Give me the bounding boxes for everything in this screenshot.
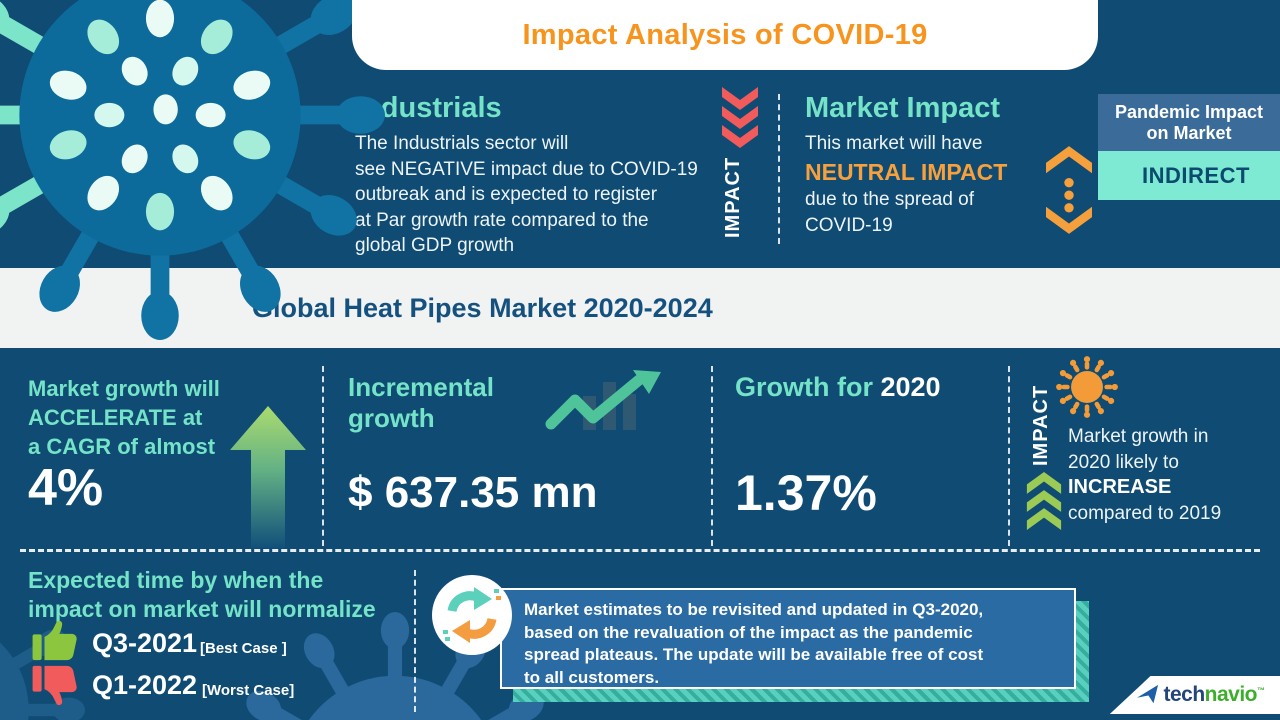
increase-highlight: INCREASE (1068, 476, 1172, 498)
impact-2020-line: 2020 likely to (1068, 451, 1179, 473)
virus-silhouette (240, 612, 550, 720)
growth-2020-heading: Growth for 2020 (735, 372, 941, 403)
impact-vertical-label: IMPACT (1030, 384, 1052, 466)
cagr-line: Market growth will (28, 376, 220, 401)
cagr-value: 4% (28, 459, 104, 517)
industrials-description: The Industrials sector will see NEGATIVE… (355, 131, 698, 259)
incremental-growth-line: growth (348, 403, 435, 433)
growth-2020-year: 2020 (880, 372, 941, 402)
normalize-heading-line: impact on market will normalize (28, 596, 376, 622)
title-banner: Impact Analysis of COVID-19 (352, 0, 1098, 70)
refresh-icon (432, 575, 512, 655)
note-line: spread plateaus. The update will be avai… (524, 645, 984, 664)
technavio-arrow-icon (1137, 684, 1159, 704)
chevrons-up-icon (1026, 472, 1062, 530)
page-title: Impact Analysis of COVID-19 (522, 18, 928, 51)
incremental-growth-value: $ 637.35 mn (348, 468, 598, 517)
growth-up-arrow-icon (230, 406, 306, 548)
brand-logo-strip: technavio™ (1109, 676, 1280, 714)
thumbs-up-icon (32, 620, 77, 661)
industrials-line: The Industrials sector will (355, 133, 569, 154)
market-impact-line: COVID-19 (805, 215, 893, 236)
divider-dashed-vertical (1008, 366, 1010, 546)
virus-silhouette (0, 624, 85, 720)
worst-case-label: [Worst Case] (202, 682, 295, 699)
chevrons-down-icon (722, 87, 758, 148)
best-case-quarter: Q3-2021 (92, 628, 198, 658)
trend-up-chart-icon (545, 370, 661, 430)
best-case-label: [Best Case ] (200, 640, 287, 657)
thumbs-down-icon (32, 665, 77, 706)
incremental-growth-line: Incremental (348, 372, 494, 402)
cagr-line: a CAGR of almost (28, 434, 216, 459)
market-title-band: Global Heat Pipes Market 2020-2024 (0, 268, 1280, 348)
coronavirus-illustration (0, 0, 385, 340)
update-note: Market estimates to be revisited and upd… (500, 588, 1076, 689)
normalize-heading: Expected time by when the impact on mark… (28, 566, 376, 624)
pandemic-panel-title-line: on Market (1146, 122, 1232, 143)
industrials-line: global GDP growth (355, 235, 515, 256)
market-impact-line: due to the spread of (805, 189, 975, 210)
growth-2020-label: Growth for (735, 372, 881, 402)
neutral-impact-highlight: NEUTRAL IMPACT (805, 159, 1008, 185)
divider-dashed-vertical (778, 94, 780, 244)
impact-vertical-label: IMPACT (722, 156, 744, 238)
normalize-heading-line: Expected time by when the (28, 567, 324, 593)
market-title: Global Heat Pipes Market 2020-2024 (252, 292, 713, 323)
market-impact-heading: Market Impact (805, 92, 1001, 124)
divider-dashed-horizontal (20, 549, 1260, 552)
cagr-statement: Market growth will ACCELERATE at a CAGR … (28, 374, 220, 461)
worst-case-quarter: Q1-2022 (92, 670, 198, 700)
industrials-line: outbreak and is expected to register (355, 184, 658, 205)
impact-2020-description: Market growth in 2020 likely to INCREASE… (1068, 424, 1221, 526)
impact-2020-line: compared to 2019 (1068, 502, 1222, 524)
neutral-indicator-icon (1046, 146, 1092, 234)
note-line: based on the revaluation of the impact a… (524, 622, 973, 642)
pandemic-panel-title-line: Pandemic Impact (1114, 101, 1264, 122)
brand-name: technavio™ (1163, 683, 1265, 706)
divider-dashed-vertical (711, 366, 713, 546)
impact-2020-line: Market growth in (1068, 426, 1209, 447)
virus-icon (1056, 356, 1118, 418)
divider-dashed-vertical (322, 366, 324, 546)
market-impact-description: This market will have NEUTRAL IMPACT due… (805, 131, 1007, 239)
market-impact-line: This market will have (805, 133, 983, 154)
incremental-growth-heading: Incremental growth (348, 372, 494, 434)
pandemic-impact-panel-header: Pandemic Impact on Market (1098, 94, 1280, 151)
note-line: Market estimates to be revisited and upd… (524, 600, 984, 619)
cagr-line: ACCELERATE at (28, 405, 203, 430)
growth-2020-value: 1.37% (735, 465, 877, 521)
divider-dashed-vertical (414, 570, 416, 712)
industrials-line: see NEGATIVE impact due to COVID-19 (355, 158, 698, 180)
industrials-line: at Par growth rate compared to the (355, 209, 649, 231)
note-line: to all customers. (524, 667, 660, 687)
pandemic-impact-value: INDIRECT (1098, 151, 1280, 200)
